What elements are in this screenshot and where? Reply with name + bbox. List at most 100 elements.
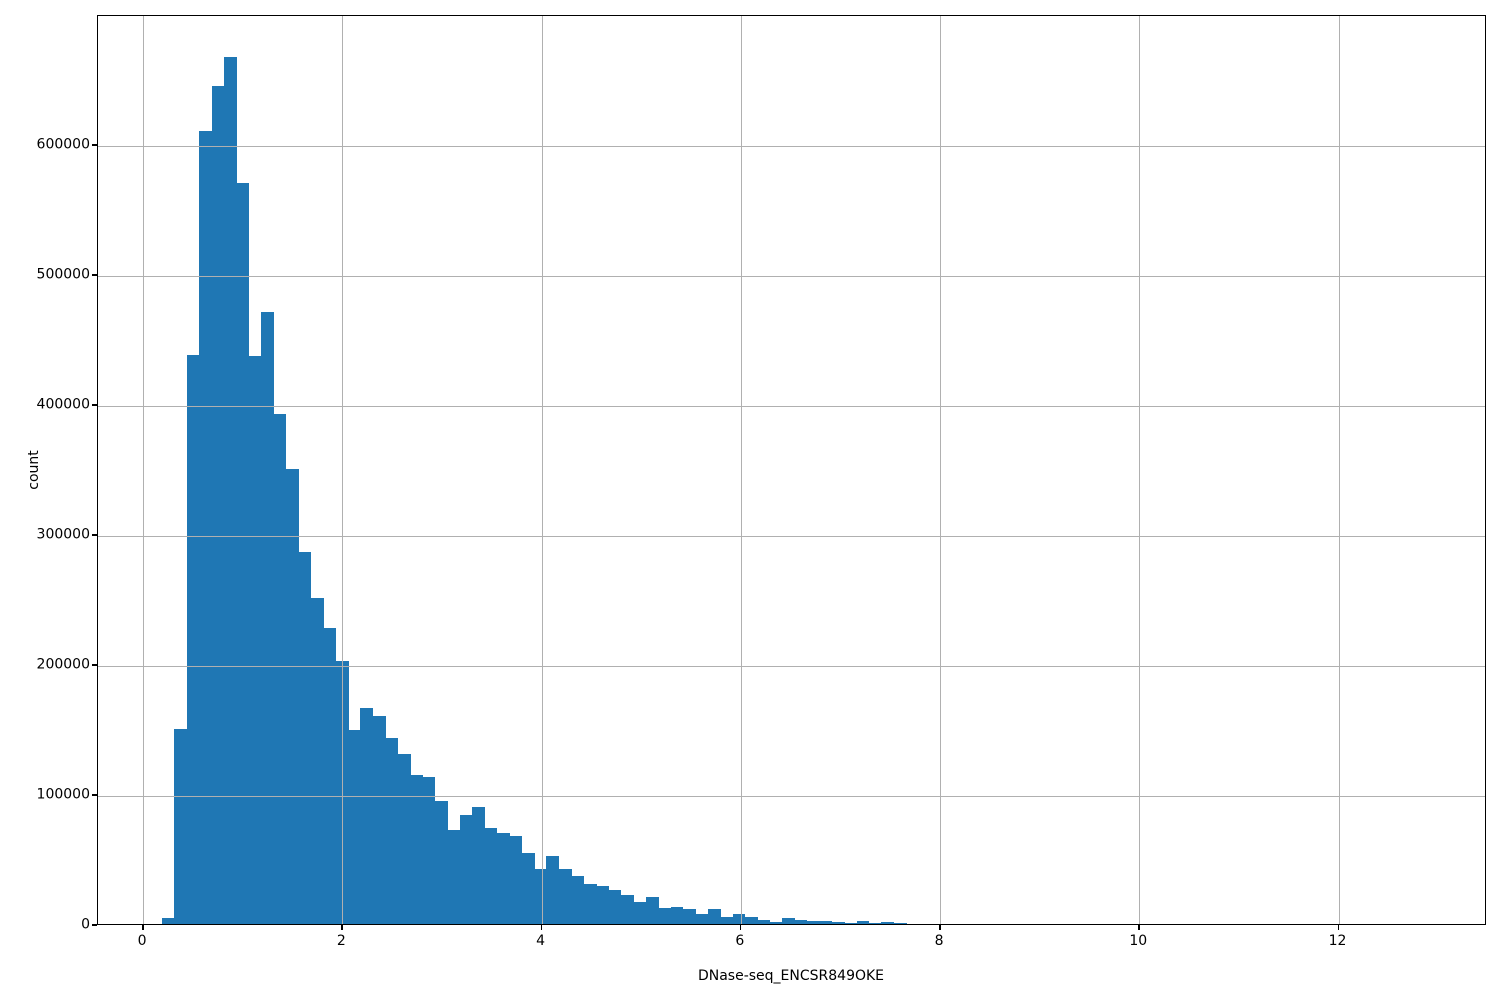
histogram-bar xyxy=(223,56,237,924)
histogram-bar xyxy=(806,920,820,924)
histogram-bar xyxy=(546,856,560,924)
histogram-bar xyxy=(521,852,535,924)
x-tick-mark xyxy=(739,925,742,930)
histogram-bar xyxy=(472,807,485,924)
x-axis-label: DNase-seq_ENCSR849OKE xyxy=(697,968,885,984)
histogram-bar xyxy=(410,774,423,924)
histogram-bar xyxy=(720,916,733,924)
histogram-bar xyxy=(186,354,200,924)
histogram-bar xyxy=(422,777,436,924)
histogram-bar xyxy=(484,827,498,924)
histogram-bar xyxy=(348,730,361,924)
x-tick-mark xyxy=(1138,925,1140,930)
y-tick-mark xyxy=(92,924,97,926)
histogram-bar xyxy=(161,918,175,924)
gridline-horizontal xyxy=(98,146,1485,147)
histogram-bar xyxy=(323,627,337,924)
histogram-bar xyxy=(360,708,374,924)
histogram-bar xyxy=(558,869,572,924)
histogram-bar xyxy=(744,916,758,924)
histogram-bar xyxy=(248,355,262,924)
x-tick-mark xyxy=(540,925,543,930)
histogram-bar xyxy=(732,914,746,924)
histogram-bar xyxy=(459,814,473,924)
histogram-bar xyxy=(782,918,796,924)
histogram-bar xyxy=(199,131,213,924)
histogram-bar xyxy=(856,921,870,924)
x-tick-label: 2 xyxy=(336,933,346,949)
histogram-bar xyxy=(893,923,907,924)
histogram-bar xyxy=(707,909,721,924)
y-tick-mark xyxy=(92,664,97,666)
x-tick-mark xyxy=(142,925,144,930)
histogram-bar xyxy=(844,922,858,924)
gridline-horizontal xyxy=(98,666,1485,667)
histogram-bar xyxy=(620,895,634,924)
y-tick-mark xyxy=(92,794,97,796)
y-tick-label: 300000 xyxy=(36,526,90,543)
gridline-vertical xyxy=(541,16,543,924)
histogram-bar xyxy=(757,919,771,924)
x-tick-label: 10 xyxy=(1129,933,1148,949)
x-tick-mark xyxy=(1337,925,1340,930)
histogram-bar xyxy=(285,469,299,924)
x-tick-label: 8 xyxy=(934,933,944,949)
histogram-bar xyxy=(211,85,225,924)
histogram-bar xyxy=(434,800,448,924)
histogram-bar xyxy=(571,875,585,924)
histogram-bar xyxy=(596,886,609,924)
histogram-bar xyxy=(261,311,275,924)
y-tick-mark xyxy=(92,534,97,536)
histogram-bar xyxy=(310,597,324,924)
histogram-bar xyxy=(174,729,188,924)
gridline-vertical xyxy=(1338,16,1340,924)
histogram-bar xyxy=(236,183,250,924)
x-tick-label: 6 xyxy=(735,933,745,949)
histogram-bar xyxy=(583,883,597,924)
gridline-vertical xyxy=(740,16,742,924)
histogram-bar xyxy=(608,890,622,924)
x-tick-label: 4 xyxy=(536,933,545,949)
y-tick-label: 500000 xyxy=(36,266,90,283)
x-tick-mark xyxy=(939,925,941,930)
gridline-horizontal xyxy=(98,796,1485,797)
histogram-bar xyxy=(397,753,411,924)
histogram-bar xyxy=(372,716,386,924)
gridline-vertical xyxy=(940,16,942,924)
grid-layer xyxy=(98,16,1485,924)
gridline-horizontal xyxy=(98,536,1485,537)
histogram-bar xyxy=(868,923,882,924)
histogram-bar xyxy=(881,921,895,924)
histogram-bar xyxy=(831,922,845,924)
gridline-vertical xyxy=(143,16,145,924)
y-tick-label: 0 xyxy=(81,916,90,933)
y-tick-label: 400000 xyxy=(36,396,90,413)
y-tick-mark xyxy=(92,274,97,276)
histogram-bar xyxy=(819,920,833,924)
y-tick-label: 200000 xyxy=(36,656,90,673)
y-tick-label: 600000 xyxy=(36,136,90,153)
histogram-bar xyxy=(496,833,510,924)
histogram-bar xyxy=(695,913,709,924)
histogram-bar xyxy=(447,830,461,924)
gridline-vertical xyxy=(342,16,344,924)
plot-area xyxy=(97,15,1486,925)
histogram-bar xyxy=(658,908,671,924)
gridline-vertical xyxy=(1139,16,1141,924)
x-tick-mark xyxy=(341,925,343,930)
histogram-bar xyxy=(645,897,659,924)
histogram-bar xyxy=(509,835,523,924)
y-tick-label: 100000 xyxy=(36,786,90,803)
x-tick-label: 12 xyxy=(1328,933,1347,949)
y-tick-mark xyxy=(92,404,97,406)
histogram-bar xyxy=(385,738,399,924)
gridline-horizontal xyxy=(98,406,1485,407)
x-tick-label: 0 xyxy=(137,933,147,949)
histogram-bar xyxy=(335,661,349,924)
histogram-bar xyxy=(670,907,684,924)
histogram-bar xyxy=(298,552,312,924)
histogram-bar xyxy=(682,909,696,924)
histogram-bars-layer xyxy=(98,16,1485,924)
histogram-bar xyxy=(633,901,647,924)
